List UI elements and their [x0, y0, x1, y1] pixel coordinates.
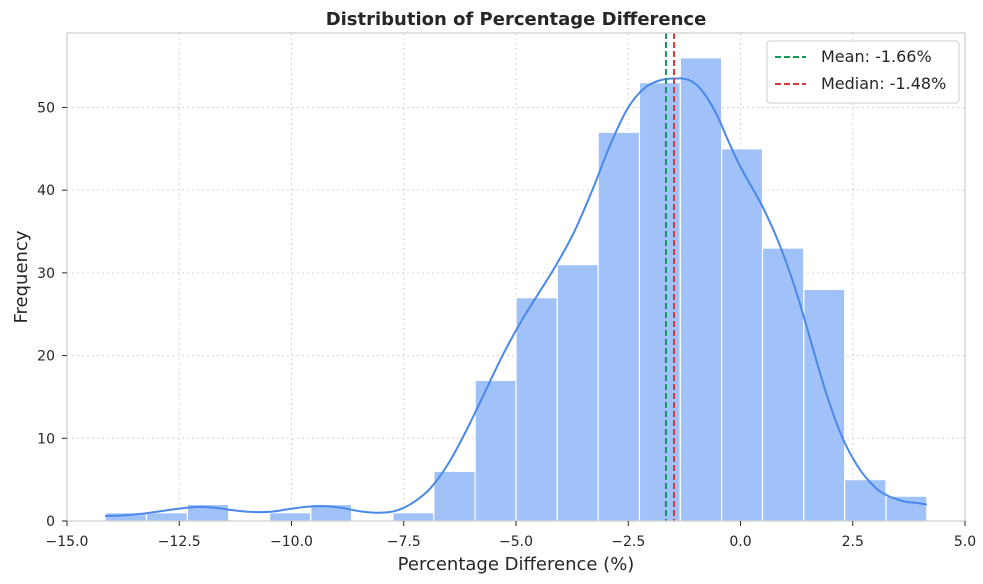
x-axis-ticks: −15.0 −12.5 −10.0 −7.5 −5.0 −2.5 0.0 2.5 5.0: [46, 521, 976, 550]
y-axis-label: Frequency: [11, 230, 32, 323]
reference-lines: [664, 33, 676, 521]
histogram-bar-15: [721, 148, 764, 522]
x-tick-label-8: 5.0: [954, 534, 976, 550]
y-axis-ticks: 0 10 20 30 40 50: [37, 100, 67, 530]
histogram-bar-8: [433, 470, 476, 522]
x-tick-label-6: 0.0: [729, 534, 751, 550]
x-tick-label-1: −12.5: [158, 534, 201, 550]
x-tick-label-3: −7.5: [387, 534, 421, 550]
chart-title: Distribution of Percentage Difference: [326, 9, 707, 30]
histogram-bar-4: [268, 512, 312, 522]
histogram-bar-17: [803, 288, 846, 522]
histogram-bar-19: [885, 495, 928, 522]
y-tick-label-0: 0: [46, 514, 55, 530]
x-tick-label-4: −5.0: [499, 534, 533, 550]
x-tick-label-0: −15.0: [46, 534, 89, 550]
histogram-bar-16: [761, 247, 805, 522]
x-axis-label: Percentage Difference (%): [398, 554, 635, 575]
histogram-bar-7: [392, 512, 435, 522]
y-tick-label-2: 20: [37, 349, 55, 365]
legend-median-label: Median: -1.48%: [821, 74, 946, 93]
x-tick-label-7: 2.5: [842, 534, 864, 550]
y-tick-label-1: 10: [37, 431, 55, 447]
histogram-bar-13: [638, 82, 681, 522]
chart-legend: Mean: -1.66% Median: -1.48%: [766, 40, 960, 104]
histogram-bar-14: [679, 57, 723, 522]
x-tick-label-2: −10.0: [270, 534, 313, 550]
x-tick-label-5: −2.5: [611, 534, 645, 550]
y-tick-label-4: 40: [37, 183, 55, 199]
legend-mean-label: Mean: -1.66%: [821, 47, 932, 66]
histogram-bar-12: [597, 131, 641, 522]
y-tick-label-5: 50: [37, 100, 55, 116]
kde-curve: [105, 77, 927, 518]
histogram-bar-1: [145, 512, 188, 522]
kde-curve-group: [105, 77, 927, 518]
histogram-bar-18: [844, 479, 887, 522]
histogram-bar-11: [556, 263, 599, 522]
histogram-bars: [104, 57, 928, 522]
histogram-bar-10: [515, 297, 558, 522]
y-tick-label-3: 30: [37, 266, 55, 282]
legend-box: [766, 40, 960, 104]
